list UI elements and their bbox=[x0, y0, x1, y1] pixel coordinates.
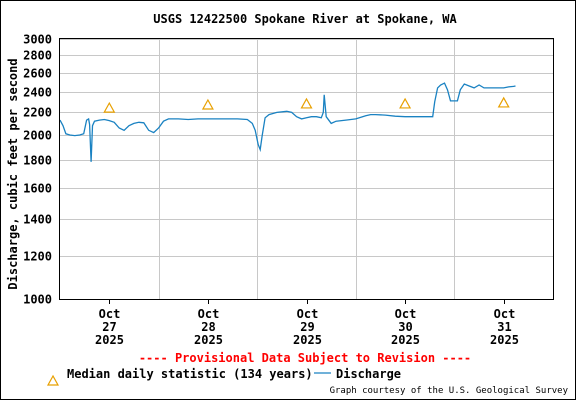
x-tick-label-year: 2025 bbox=[490, 333, 519, 347]
legend-median-triangle-icon bbox=[46, 374, 60, 386]
chart-title: USGS 12422500 Spokane River at Spokane, … bbox=[153, 12, 457, 26]
y-tick-label: 2800 bbox=[23, 49, 52, 63]
x-tick-label-year: 2025 bbox=[293, 333, 322, 347]
x-tick-label-day: 27 bbox=[102, 320, 116, 334]
y-tick-label: 1400 bbox=[23, 213, 52, 227]
y-axis-ticks: 3000 2800 2600 2400 2200 2000 1800 1600 1400 1200… bbox=[23, 33, 52, 307]
discharge-line bbox=[59, 82, 516, 162]
y-tick-label: 2400 bbox=[23, 86, 52, 100]
series-layer bbox=[59, 82, 516, 162]
x-tick-label-day: 29 bbox=[300, 320, 314, 334]
x-tick-label-day: 30 bbox=[398, 320, 412, 334]
y-tick-label: 1600 bbox=[23, 182, 52, 196]
plot-frame bbox=[59, 38, 554, 300]
grid-lines bbox=[60, 39, 553, 300]
y-tick-label: 2600 bbox=[23, 67, 52, 81]
legend-discharge-label: Discharge bbox=[336, 367, 401, 381]
y-tick-label: 3000 bbox=[23, 33, 52, 47]
median-marker-triangle bbox=[300, 97, 313, 109]
provisional-note: ---- Provisional Data Subject to Revisio… bbox=[139, 351, 471, 365]
median-marker-triangle bbox=[103, 101, 116, 113]
credit-text: Graph courtesy of the U.S. Geological Su… bbox=[330, 386, 569, 396]
median-marker-triangle bbox=[497, 96, 510, 108]
x-tick-label-year: 2025 bbox=[194, 333, 223, 347]
y-axis-label: Discharge, cubic feet per second bbox=[6, 58, 20, 289]
x-tick-label-year: 2025 bbox=[95, 333, 124, 347]
x-tick-label-month: Oct bbox=[395, 307, 417, 321]
y-tick-label: 2200 bbox=[23, 106, 52, 120]
x-tick-label-month: Oct bbox=[198, 307, 220, 321]
y-tick-label: 1000 bbox=[23, 293, 52, 307]
x-tick-label-month: Oct bbox=[297, 307, 319, 321]
y-tick-label: 1800 bbox=[23, 154, 52, 168]
median-marker-triangle bbox=[201, 98, 214, 110]
x-axis-ticks: Oct272025Oct282025Oct292025Oct302025Oct3… bbox=[95, 299, 519, 347]
median-marker-triangle bbox=[399, 97, 412, 109]
y-tick-label: 1200 bbox=[23, 250, 52, 264]
y-tick-label: 2000 bbox=[23, 129, 52, 143]
x-tick-label-day: 31 bbox=[497, 320, 511, 334]
x-tick-label-month: Oct bbox=[494, 307, 516, 321]
x-tick-label-month: Oct bbox=[99, 307, 121, 321]
median-marker-layer bbox=[103, 96, 510, 113]
legend-median-label: Median daily statistic (134 years) bbox=[67, 367, 313, 381]
x-tick-label-year: 2025 bbox=[391, 333, 420, 347]
x-tick-label-day: 28 bbox=[201, 320, 215, 334]
